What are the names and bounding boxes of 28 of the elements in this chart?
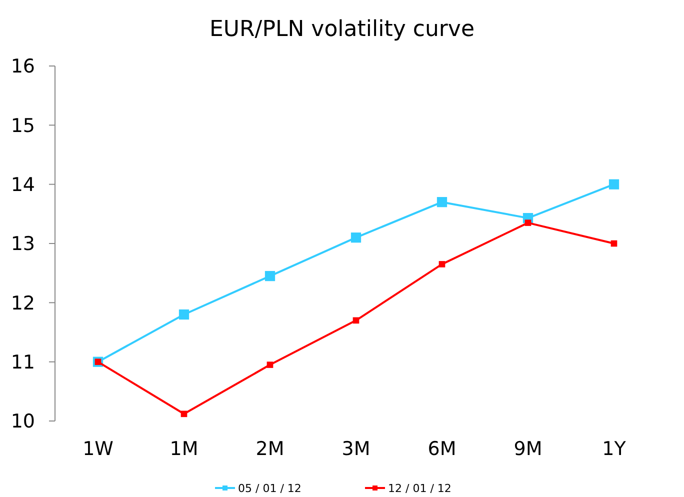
point [264,270,276,282]
y-tick-label: 11 [10,351,35,374]
chart-title: EUR/PLN volatility curve [210,17,474,42]
point [350,232,362,243]
y-tick-label: 16 [10,56,35,78]
point [266,362,274,368]
x-tick-label: 6M [428,438,456,460]
x-tick-label: 1W [82,438,114,460]
point [608,179,620,190]
x-tick-label: 9M [514,438,542,460]
y-tick-label: 15 [10,114,35,137]
legend-label: 12 / 01 / 12 [388,482,452,495]
x-tick-label: 1M [170,438,198,460]
point [180,410,188,418]
y-tick-label: 12 [10,292,35,314]
point [352,317,360,324]
y-tick-label: 14 [10,174,35,196]
x-tick-label: 1Y [602,438,626,460]
legend-label: 05 / 01 / 12 [238,482,302,495]
point [178,309,190,320]
y-tick-label: 10 [10,410,35,433]
point [436,197,448,208]
x-tick-label: 2M [256,438,284,460]
point [524,220,532,226]
point [610,240,618,247]
point [438,261,446,268]
x-tick-label: 3M [342,438,370,460]
y-tick-label: 13 [10,233,35,256]
